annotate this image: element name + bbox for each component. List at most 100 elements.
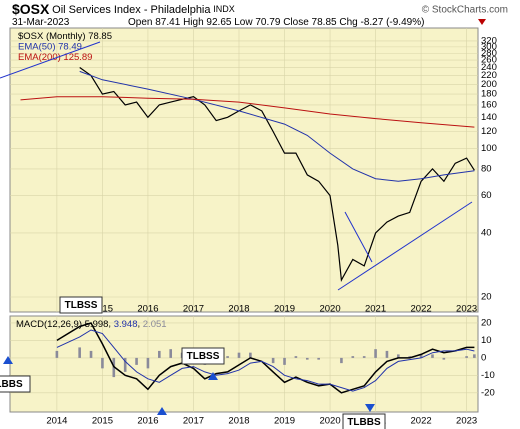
x-tick-label: 2023 xyxy=(456,304,477,315)
histogram-bar xyxy=(226,356,229,358)
x-tick-label: 2018 xyxy=(228,304,249,315)
y-tick-label: -20 xyxy=(481,387,495,398)
histogram-bar xyxy=(294,356,298,358)
x-tick-label: 2014 xyxy=(46,416,67,427)
plot-area xyxy=(9,315,479,413)
y-tick-label: 180 xyxy=(481,89,497,100)
legend-entry: EMA(200) 125.89 xyxy=(18,52,92,63)
histogram-bar xyxy=(374,349,377,358)
macd-value: 2.051 xyxy=(143,319,167,330)
legend-value: 78.49 xyxy=(58,41,82,52)
x-tick-label: 2016 xyxy=(137,416,158,427)
histogram-bar xyxy=(465,356,468,358)
y-tick-label: 100 xyxy=(481,143,497,154)
label: Low xyxy=(234,17,253,28)
y-tick-label: 300 xyxy=(481,41,497,52)
histogram-bar xyxy=(419,354,423,358)
overlay: TLBSS TLBSS TLBBS LBBS xyxy=(0,41,473,429)
y-tick-label: 20 xyxy=(481,292,492,303)
macd-legend: MACD(12,26,9) 5.998, 3.948, 2.051 xyxy=(16,319,167,330)
histogram-bar xyxy=(123,357,127,372)
annotation: TLBBS xyxy=(347,417,381,428)
date: 31-Mar-2023 xyxy=(12,17,70,28)
x-tick-label: 2022 xyxy=(411,304,432,315)
x-tick-label: 2023 xyxy=(456,416,477,427)
x-tick-label: 2020 xyxy=(319,304,340,315)
y-tick-label: 80 xyxy=(481,163,492,174)
histogram-bar xyxy=(158,350,161,358)
x-tick-label: 2021 xyxy=(365,304,386,315)
value: -8.27 (-9.49%) xyxy=(361,17,425,28)
macd-title: MACD(12,26,9) xyxy=(16,319,82,330)
value: 87.41 xyxy=(155,17,180,28)
histogram-bar xyxy=(55,350,59,358)
source: © StockCharts.com xyxy=(422,5,508,16)
histogram-bar xyxy=(351,356,355,358)
x-tick-label: 2017 xyxy=(183,304,204,315)
x-tick-label: 2018 xyxy=(228,416,249,427)
macd-panel: -20 -10 0 10 20 2014 2015 2016 2017 2018 2019 2020 2… xyxy=(9,315,495,427)
line xyxy=(56,329,475,392)
plot-area xyxy=(9,27,479,313)
x-tick-label: 2016 xyxy=(137,304,158,315)
label: Close xyxy=(283,17,309,28)
x-tick-label: 2017 xyxy=(183,416,204,427)
y-tick-label: 320 xyxy=(481,35,497,46)
label: Chg xyxy=(339,17,357,28)
histogram-bar xyxy=(271,357,275,364)
value: 92.65 xyxy=(206,17,231,28)
index-name: Oil Services Index - Philadelphia xyxy=(52,4,211,16)
y-tick-label: 40 xyxy=(481,227,492,238)
legend-value: 78.85 xyxy=(88,31,112,42)
y-tick-label: 140 xyxy=(481,112,497,123)
line xyxy=(79,67,475,283)
signal-arrow xyxy=(3,356,13,364)
y-tick-label: 10 xyxy=(481,335,492,346)
x-tick-label: 2022 xyxy=(411,416,432,427)
header-title: $OSX Oil Services Index - Philadelphia I… xyxy=(12,1,235,17)
histogram-bar xyxy=(385,350,389,358)
annotation: TLBSS xyxy=(65,300,98,311)
y-tick-label: -10 xyxy=(481,370,495,381)
histogram-bar xyxy=(442,357,446,360)
annotation-box xyxy=(59,296,103,314)
y-tick-label: 200 xyxy=(481,79,497,90)
macd-value: 5.998 xyxy=(85,319,109,330)
line xyxy=(79,70,475,182)
histogram-bar xyxy=(408,356,412,358)
y-tick-label: 60 xyxy=(481,190,492,201)
annotation-box xyxy=(342,413,386,429)
histogram-bar xyxy=(78,347,81,358)
header-stats: 31-Mar-2023 Open 87.41 High 92.65 Low 70.… xyxy=(12,17,424,28)
legend-name: EMA(200) xyxy=(18,52,61,63)
histogram-bar xyxy=(101,357,104,369)
signal-arrow xyxy=(208,372,218,380)
symbol: $OSX xyxy=(12,1,50,17)
value: 70.79 xyxy=(255,17,280,28)
histogram-bar xyxy=(135,357,138,365)
label: High xyxy=(183,17,204,28)
y-tick-label: 120 xyxy=(481,126,497,137)
y-tick-label: 0 xyxy=(481,352,486,363)
signal-arrow xyxy=(365,404,375,412)
legend-value: 125.89 xyxy=(63,52,92,63)
legend-name: $OSX (Monthly) xyxy=(18,31,86,42)
histogram-bar xyxy=(237,352,241,358)
histogram-bar xyxy=(397,354,400,358)
x-tick-label: 2019 xyxy=(274,416,295,427)
exchange: INDX xyxy=(213,4,235,14)
trendline xyxy=(337,201,473,291)
y-tick-label: 160 xyxy=(481,99,497,110)
trendline xyxy=(344,211,373,263)
histogram-bar xyxy=(146,357,150,369)
histogram-bar xyxy=(169,349,173,358)
x-tick-label: 2019 xyxy=(274,304,295,315)
macd-value: 3.948 xyxy=(114,319,138,330)
histogram-bar xyxy=(89,350,93,358)
price-panel: 20 40 60 80 100 120 140 16018020022024026028030… xyxy=(9,27,497,315)
histogram-bar xyxy=(431,354,434,358)
line xyxy=(20,96,475,128)
annotation-box xyxy=(181,347,225,365)
legend-entry: $OSX (Monthly) 78.85 xyxy=(18,31,112,42)
